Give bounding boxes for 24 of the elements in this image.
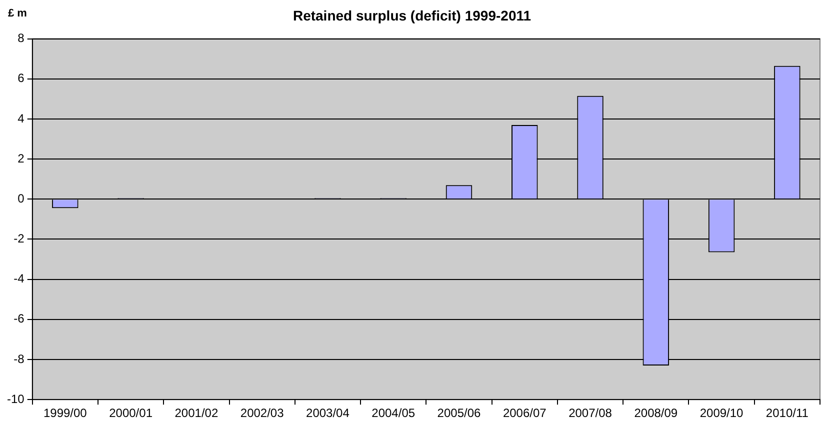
- y-tick-label: -8: [14, 352, 25, 366]
- x-tick-label: 2004/05: [372, 406, 416, 420]
- x-tick-label: 2010/11: [766, 406, 809, 420]
- y-axis-title: £ m: [8, 8, 28, 20]
- x-tick-label: 2008/09: [634, 406, 678, 420]
- x-tick-label: 2007/08: [568, 406, 612, 420]
- chart-title: Retained surplus (deficit) 1999-2011: [292, 7, 532, 24]
- x-tick-label: 2000/01: [109, 406, 153, 420]
- x-tick-label: 2005/06: [437, 406, 481, 420]
- x-tick-label: 2009/10: [700, 406, 744, 420]
- x-tick-label: 1999/00: [43, 406, 88, 420]
- y-tick-label: 6: [18, 71, 25, 86]
- x-tick-label: 2001/02: [174, 406, 218, 420]
- y-tick-label: -6: [14, 312, 25, 326]
- y-tick-label: 0: [18, 191, 25, 206]
- y-tick-label: -10: [7, 392, 25, 406]
- y-tick-label: -2: [14, 232, 25, 246]
- y-tick-label: 4: [18, 111, 25, 126]
- x-tick-label: 2002/03: [240, 406, 284, 420]
- x-tick-label: 2003/04: [306, 406, 350, 420]
- x-tick-label: 2006/07: [502, 406, 547, 420]
- y-tick-label: 8: [18, 31, 25, 46]
- y-tick-label: 2: [18, 151, 25, 166]
- y-tick-label: -4: [14, 272, 25, 286]
